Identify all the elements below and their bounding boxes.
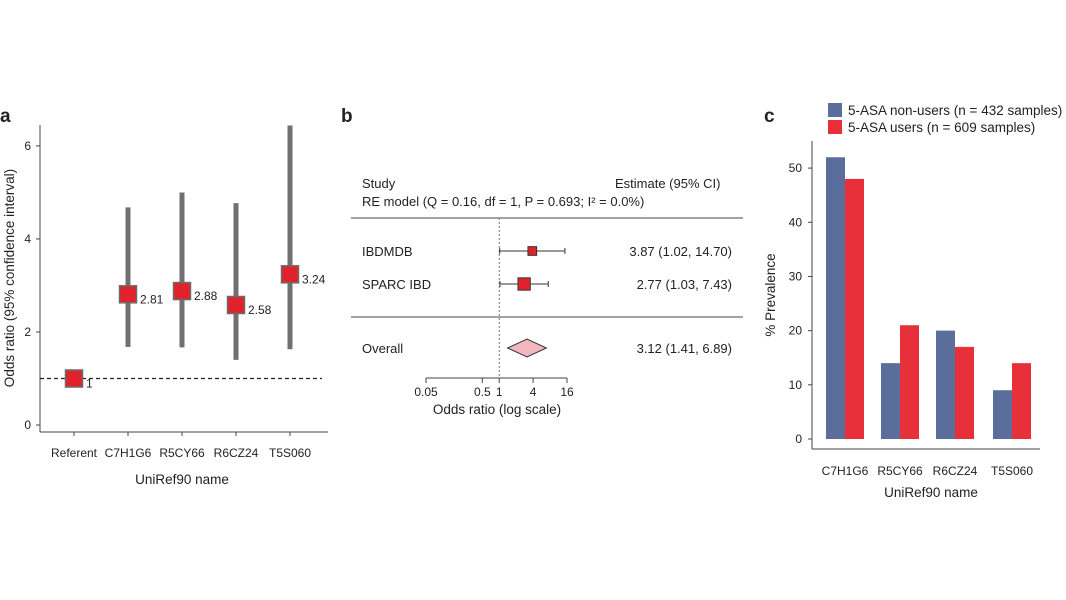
panel-a-value-label: 2.81 <box>140 292 164 306</box>
panel-a-value-label: 2.88 <box>194 289 218 303</box>
legend-label-users: 5-ASA users (n = 609 samples) <box>848 120 1035 135</box>
legend-label-non-users: 5-ASA non-users (n = 432 samples) <box>848 103 1062 118</box>
panel-c-prevalence-chart: 5-ASA non-users (n = 432 samples) 5-ASA … <box>763 103 1062 500</box>
forest-study-name: IBDMDB <box>362 244 413 259</box>
panel-a-x-tick-label: C7H1G6 <box>105 446 152 460</box>
panel-a-y-tick-label: 4 <box>24 232 31 246</box>
forest-overall-diamond <box>506 338 548 358</box>
panel-a-odds-ratio-chart: 0 2 4 6 Referent C7H1G6 R5CY66 R6CZ24 T5S060 1 2… <box>2 125 328 487</box>
forest-study-name: SPARC IBD <box>362 277 431 292</box>
panel-c-bar <box>1012 363 1031 439</box>
panel-a-value-label: 2.58 <box>248 303 272 317</box>
panel-a-x-tick-label: R5CY66 <box>159 446 205 460</box>
panel-c-letter: c <box>764 106 775 127</box>
panel-c-bar <box>993 390 1012 439</box>
forest-overall-estimate: 3.12 (1.41, 6.89) <box>637 341 732 356</box>
forest-x-axis-title: Odds ratio (log scale) <box>433 402 561 417</box>
panel-a-x-tick-label: T5S060 <box>269 446 311 460</box>
panel-c-y-tick-label: 0 <box>795 432 802 446</box>
panel-c-bar <box>900 325 919 439</box>
panel-c-x-tick-label: C7H1G6 <box>822 464 869 478</box>
forest-x-tick-label: 16 <box>560 385 574 399</box>
panel-a-letter: a <box>0 106 11 127</box>
panel-c-bar <box>936 330 955 439</box>
panel-c-x-tick-label: R6CZ24 <box>933 464 978 478</box>
panel-c-bar <box>845 178 864 439</box>
panel-a-estimate-marker <box>226 295 246 315</box>
panel-a-y-axis-title: Odds ratio (95% confidence interval) <box>2 169 17 387</box>
panel-c-y-tick-label: 20 <box>789 324 803 338</box>
panel-a-estimate-marker <box>280 265 300 284</box>
panel-c-bar <box>881 363 900 439</box>
forest-study-estimate: 3.87 (1.02, 14.70) <box>629 244 732 259</box>
forest-x-tick-label: 1 <box>496 385 503 399</box>
panel-a-x-tick-label: Referent <box>51 446 98 460</box>
panel-a-estimate-marker <box>172 281 192 301</box>
panel-a-y-tick-label: 2 <box>24 325 31 339</box>
panel-c-x-tick-label: R5CY66 <box>877 464 923 478</box>
panel-c-y-tick-label: 10 <box>789 378 803 392</box>
panel-c-x-axis-title: UniRef90 name <box>884 485 978 500</box>
forest-x-tick-label: 0.5 <box>474 385 491 399</box>
panel-a-y-tick-label: 6 <box>24 139 31 153</box>
panel-c-y-tick-label: 50 <box>789 161 803 175</box>
panel-c-legend: 5-ASA non-users (n = 432 samples) 5-ASA … <box>828 103 1062 135</box>
panel-c-y-axis-title: % Prevalence <box>763 253 778 336</box>
panel-a-value-label: 3.24 <box>302 272 326 286</box>
forest-header-study: Study <box>362 176 396 191</box>
panel-a-estimate-marker <box>118 285 138 304</box>
forest-x-tick-label: 4 <box>530 385 537 399</box>
panel-c-bar <box>955 346 974 439</box>
forest-study-marker <box>517 277 531 291</box>
forest-re-model: RE model (Q = 0.16, df = 1, P = 0.693; I… <box>362 194 644 209</box>
panel-c-y-tick-label: 40 <box>789 215 803 229</box>
forest-study-marker <box>527 246 538 256</box>
panel-a-x-tick-label: R6CZ24 <box>214 446 259 460</box>
panel-a-value-label: 1 <box>86 377 93 391</box>
panel-c-bar <box>826 157 845 439</box>
panel-b-forest-plot: Study Estimate (95% CI) RE model (Q = 0.… <box>351 176 743 417</box>
panel-b-letter: b <box>341 106 353 127</box>
legend-swatch-users <box>828 120 842 134</box>
forest-x-tick-label: 0.05 <box>414 385 438 399</box>
panel-c-y-tick-label: 30 <box>789 269 803 283</box>
forest-study-estimate: 2.77 (1.03, 7.43) <box>637 277 732 292</box>
legend-swatch-non-users <box>828 103 842 117</box>
forest-overall-name: Overall <box>362 341 403 356</box>
panel-a-estimate-marker <box>64 369 84 388</box>
forest-header-estimate: Estimate (95% CI) <box>615 176 720 191</box>
panel-c-x-tick-label: T5S060 <box>991 464 1033 478</box>
panel-a-x-axis-title: UniRef90 name <box>135 472 229 487</box>
panel-a-y-tick-label: 0 <box>24 418 31 432</box>
